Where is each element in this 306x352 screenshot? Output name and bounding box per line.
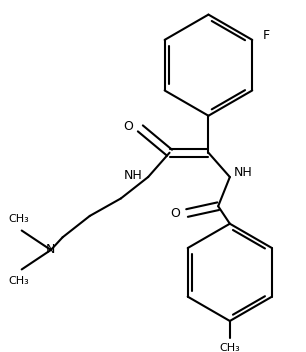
- Text: O: O: [124, 120, 134, 133]
- Text: CH₃: CH₃: [219, 343, 240, 352]
- Text: O: O: [170, 207, 180, 220]
- Text: N: N: [46, 244, 56, 257]
- Text: F: F: [262, 29, 269, 42]
- Text: CH₃: CH₃: [8, 276, 29, 286]
- Text: NH: NH: [234, 166, 253, 179]
- Text: CH₃: CH₃: [8, 214, 29, 224]
- Text: NH: NH: [124, 169, 143, 182]
